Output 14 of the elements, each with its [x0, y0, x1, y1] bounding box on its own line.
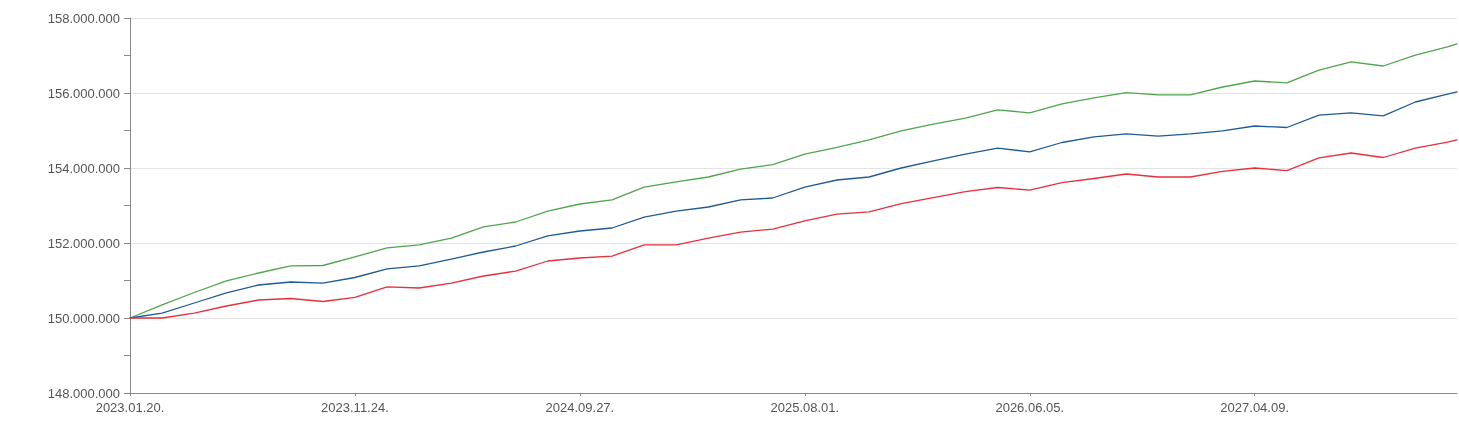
y-tick-label: 152.000.000: [47, 235, 120, 251]
y-tick-label: 158.000.000: [47, 10, 120, 26]
line-series: [129, 139, 1458, 319]
x-tick-label: 2023.01.20.: [95, 400, 165, 415]
y-tick-label: 150.000.000: [47, 310, 120, 326]
x-tick-label: 2027.04.09.: [1220, 400, 1290, 415]
y-tick-label: 156.000.000: [47, 85, 120, 101]
x-tick-label: 2023.11.24.: [321, 400, 389, 415]
y-tick-label: 148.000.000: [47, 385, 120, 401]
line-series: [129, 43, 1458, 319]
x-tick-label: 2026.06.05.: [995, 400, 1065, 415]
x-tick-label: 2024.09.27.: [545, 400, 615, 415]
y-tick-label: 154.000.000: [47, 160, 120, 176]
x-tick-label: 2025.08.01.: [770, 400, 840, 415]
